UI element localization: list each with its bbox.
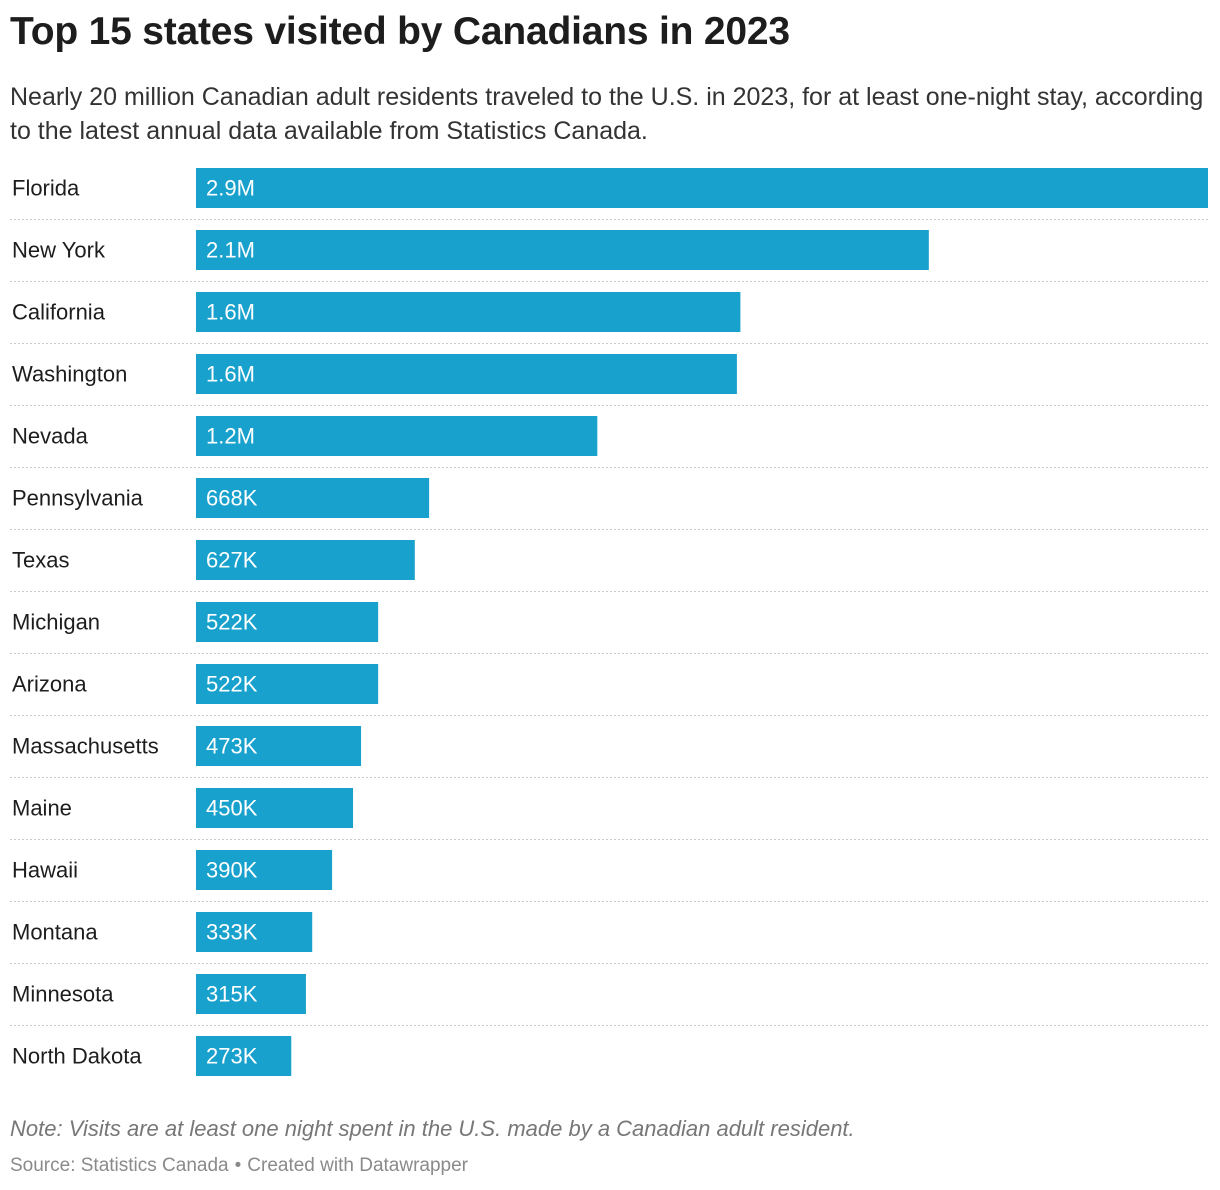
bar-value-label: 315K	[206, 982, 258, 1007]
bar-row: Minnesota 315K	[12, 974, 306, 1014]
chart-source: Source: Statistics Canada • Created with D…	[10, 1155, 468, 1177]
bar-value-label: 627K	[206, 548, 258, 573]
category-label: Arizona	[12, 672, 87, 697]
bar-row: California 1.6M	[12, 292, 741, 332]
category-label: Montana	[12, 920, 98, 945]
bar-row: Nevada 1.2M	[12, 416, 598, 456]
bar	[196, 478, 430, 518]
bar-row: Michigan 522K	[12, 602, 379, 642]
bar	[196, 168, 1208, 208]
bar-value-label: 1.2M	[206, 424, 255, 449]
category-label: Massachusetts	[12, 734, 159, 759]
bar	[196, 540, 415, 580]
bar-row: Hawaii 390K	[12, 850, 333, 890]
bar	[196, 602, 379, 642]
bar-value-label: 2.1M	[206, 238, 255, 263]
category-label: Michigan	[12, 610, 100, 635]
bar-value-label: 1.6M	[206, 300, 255, 325]
bar-value-label: 522K	[206, 610, 258, 635]
bar-row: Massachusetts 473K	[12, 726, 362, 766]
bar-value-label: 1.6M	[206, 362, 255, 387]
bar	[196, 788, 354, 828]
category-label: Florida	[12, 176, 80, 201]
bar-value-label: 473K	[206, 734, 258, 759]
bar	[196, 912, 313, 952]
bar-row: Florida 2.9M	[12, 168, 1208, 208]
bar-value-label: 668K	[206, 486, 258, 511]
category-label: Washington	[12, 362, 127, 387]
bar	[196, 230, 929, 270]
category-label: North Dakota	[12, 1044, 142, 1069]
category-label: Nevada	[12, 424, 89, 449]
bar-value-label: 390K	[206, 858, 258, 883]
bar	[196, 354, 737, 394]
bar	[196, 850, 333, 890]
bar-row: Arizona 522K	[12, 664, 379, 704]
bar-row: New York 2.1M	[12, 230, 929, 270]
bar-row: Maine 450K	[12, 788, 354, 828]
bar	[196, 416, 598, 456]
category-label: Minnesota	[12, 982, 114, 1007]
bar-row: Texas 627K	[12, 540, 415, 580]
bar	[196, 664, 379, 704]
bar-value-label: 273K	[206, 1044, 258, 1069]
category-label: Hawaii	[12, 858, 78, 883]
source-separator: •	[234, 1155, 242, 1176]
category-label: Pennsylvania	[12, 486, 144, 511]
bar	[196, 974, 306, 1014]
chart-subtitle: Nearly 20 million Canadian adult residen…	[10, 83, 1204, 145]
bar	[196, 292, 741, 332]
source-text: Source: Statistics Canada	[10, 1155, 229, 1176]
bar-value-label: 450K	[206, 796, 258, 821]
category-label: Maine	[12, 796, 72, 821]
bar-row: Montana 333K	[12, 912, 313, 952]
chart-title: Top 15 states visited by Canadians in 20…	[10, 10, 790, 53]
category-label: California	[12, 300, 106, 325]
bar-row: Pennsylvania 668K	[12, 478, 430, 518]
bar	[196, 1036, 292, 1076]
category-label: Texas	[12, 548, 69, 573]
bar	[196, 726, 362, 766]
bar-value-label: 2.9M	[206, 176, 255, 201]
bar-value-label: 333K	[206, 920, 258, 945]
credit-text[interactable]: Created with Datawrapper	[247, 1155, 468, 1176]
category-label: New York	[12, 238, 106, 263]
bar-row: Washington 1.6M	[12, 354, 737, 394]
chart-note: Note: Visits are at least one night spen…	[10, 1116, 855, 1141]
bar-value-label: 522K	[206, 672, 258, 697]
bar-row: North Dakota 273K	[12, 1036, 292, 1076]
